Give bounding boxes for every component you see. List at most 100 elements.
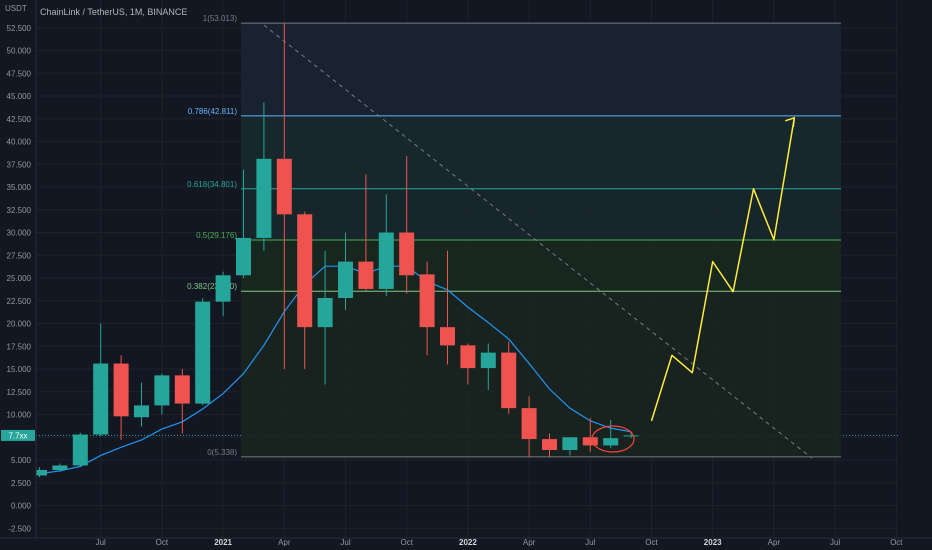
y-tick-label: 40.000	[7, 138, 32, 147]
candle	[542, 433, 557, 458]
y-tick-label: 45.000	[7, 92, 32, 101]
y-tick-label: 2.500	[11, 479, 32, 488]
ma-line	[39, 265, 632, 475]
candle-body	[338, 261, 353, 299]
time-axis-panel	[0, 538, 932, 550]
candle-body	[399, 232, 415, 276]
candle-body	[113, 363, 129, 417]
candle	[378, 194, 394, 297]
candle-body	[501, 352, 517, 409]
y-tick-label: 0.000	[11, 502, 32, 511]
candle-body	[440, 327, 455, 346]
fib-zone	[241, 115, 841, 189]
x-tick-label: Oct	[645, 538, 658, 547]
candle	[358, 174, 374, 291]
fib-level-label: 0.382(23.550)	[187, 282, 237, 291]
candle	[582, 418, 598, 452]
current-price-label: 7.7xx	[8, 431, 27, 440]
candle-body	[52, 465, 68, 471]
candlestick-series	[32, 23, 639, 478]
x-tick-label: Apr	[768, 538, 781, 547]
candle-body	[72, 434, 88, 466]
x-tick-label: 2022	[459, 538, 477, 547]
candle-body	[542, 439, 557, 450]
y-tick-label: 20.000	[7, 320, 32, 329]
y-tick-label: 10.000	[7, 411, 32, 420]
candle	[603, 419, 619, 449]
y-tick-label: 17.500	[7, 342, 32, 351]
time-axis[interactable]: Jul Oct 2021 Apr Jul Oct 2022 Apr Jul Oct 2023 Apr J…	[0, 537, 932, 550]
fib-zone	[241, 23, 841, 116]
x-tick-label: Oct	[890, 538, 903, 547]
candle-body	[317, 298, 333, 328]
candle-body	[603, 438, 619, 446]
fib-level-label: 0.5(29.176)	[196, 231, 237, 240]
candle	[154, 373, 170, 415]
candle	[236, 169, 251, 278]
projection-path[interactable]	[591, 116, 796, 453]
y-tick-label: -2.500	[8, 524, 31, 533]
y-tick-label: 42.500	[7, 115, 32, 124]
fib-level-label: 0(5.338)	[207, 448, 237, 457]
candle	[297, 211, 313, 369]
x-tick-label: Oct	[400, 538, 413, 547]
candle-body	[378, 232, 394, 289]
candle	[480, 343, 496, 390]
y-tick-label: 50.000	[7, 47, 32, 56]
candle	[93, 323, 109, 437]
candle-body	[236, 237, 251, 276]
moving-average-line	[39, 265, 632, 475]
candle	[113, 355, 129, 440]
candle-body	[521, 408, 537, 440]
x-tick-label: 2021	[214, 538, 232, 547]
candle	[134, 382, 149, 427]
candle	[317, 250, 333, 385]
candle	[32, 467, 47, 478]
candle	[460, 343, 476, 385]
projection-arrowhead	[785, 116, 796, 127]
x-tick-label: Jul	[830, 538, 840, 547]
candle	[276, 23, 292, 369]
y-tick-label: 30.000	[7, 229, 32, 238]
fib-level-label: 0.786(42.811)	[188, 107, 238, 116]
x-tick-label: Apr	[278, 538, 291, 547]
y-tick-label: 47.500	[7, 69, 32, 78]
candle-body	[154, 375, 170, 406]
candle-body	[93, 363, 109, 435]
candle-body	[276, 158, 292, 215]
x-tick-label: Oct	[156, 538, 169, 547]
candle-body	[460, 345, 476, 369]
candle	[562, 437, 578, 456]
candle	[623, 432, 639, 439]
candle	[419, 261, 435, 356]
candle-body	[134, 405, 149, 418]
projection-line[interactable]	[650, 117, 796, 422]
candle	[215, 271, 231, 317]
candle	[256, 102, 272, 251]
y-tick-label: 12.500	[7, 388, 32, 397]
fibonacci-retracement[interactable]: 1(53.013) 0.786(42.811) 0.618(34.801) 0.5(2…	[187, 14, 841, 458]
candle-body	[174, 375, 190, 404]
candle	[521, 396, 537, 458]
candle	[338, 232, 353, 310]
y-tick-label: 5.000	[11, 456, 32, 465]
candle-body	[623, 435, 639, 437]
x-tick-label: 2023	[704, 538, 722, 547]
candle-body	[419, 274, 435, 328]
current-price-tag	[1, 429, 35, 441]
x-tick-label: Apr	[523, 538, 536, 547]
highlight-circle[interactable]	[591, 425, 635, 453]
fib-zone	[241, 188, 841, 240]
price-axis[interactable]: -2.5000.0002.5005.0007.50010.00012.50015…	[0, 0, 37, 550]
candle-body	[297, 214, 313, 328]
candle	[440, 250, 455, 365]
y-tick-label: 25.000	[7, 274, 32, 283]
y-tick-label: 27.500	[7, 251, 32, 260]
candle	[72, 432, 88, 467]
y-tick-label: 37.500	[7, 160, 32, 169]
price-axis-panel	[0, 0, 36, 550]
x-tick-label: Jul	[96, 538, 106, 547]
candle-body	[582, 437, 598, 446]
fib-level-label: 0.618(34.801)	[187, 180, 237, 189]
